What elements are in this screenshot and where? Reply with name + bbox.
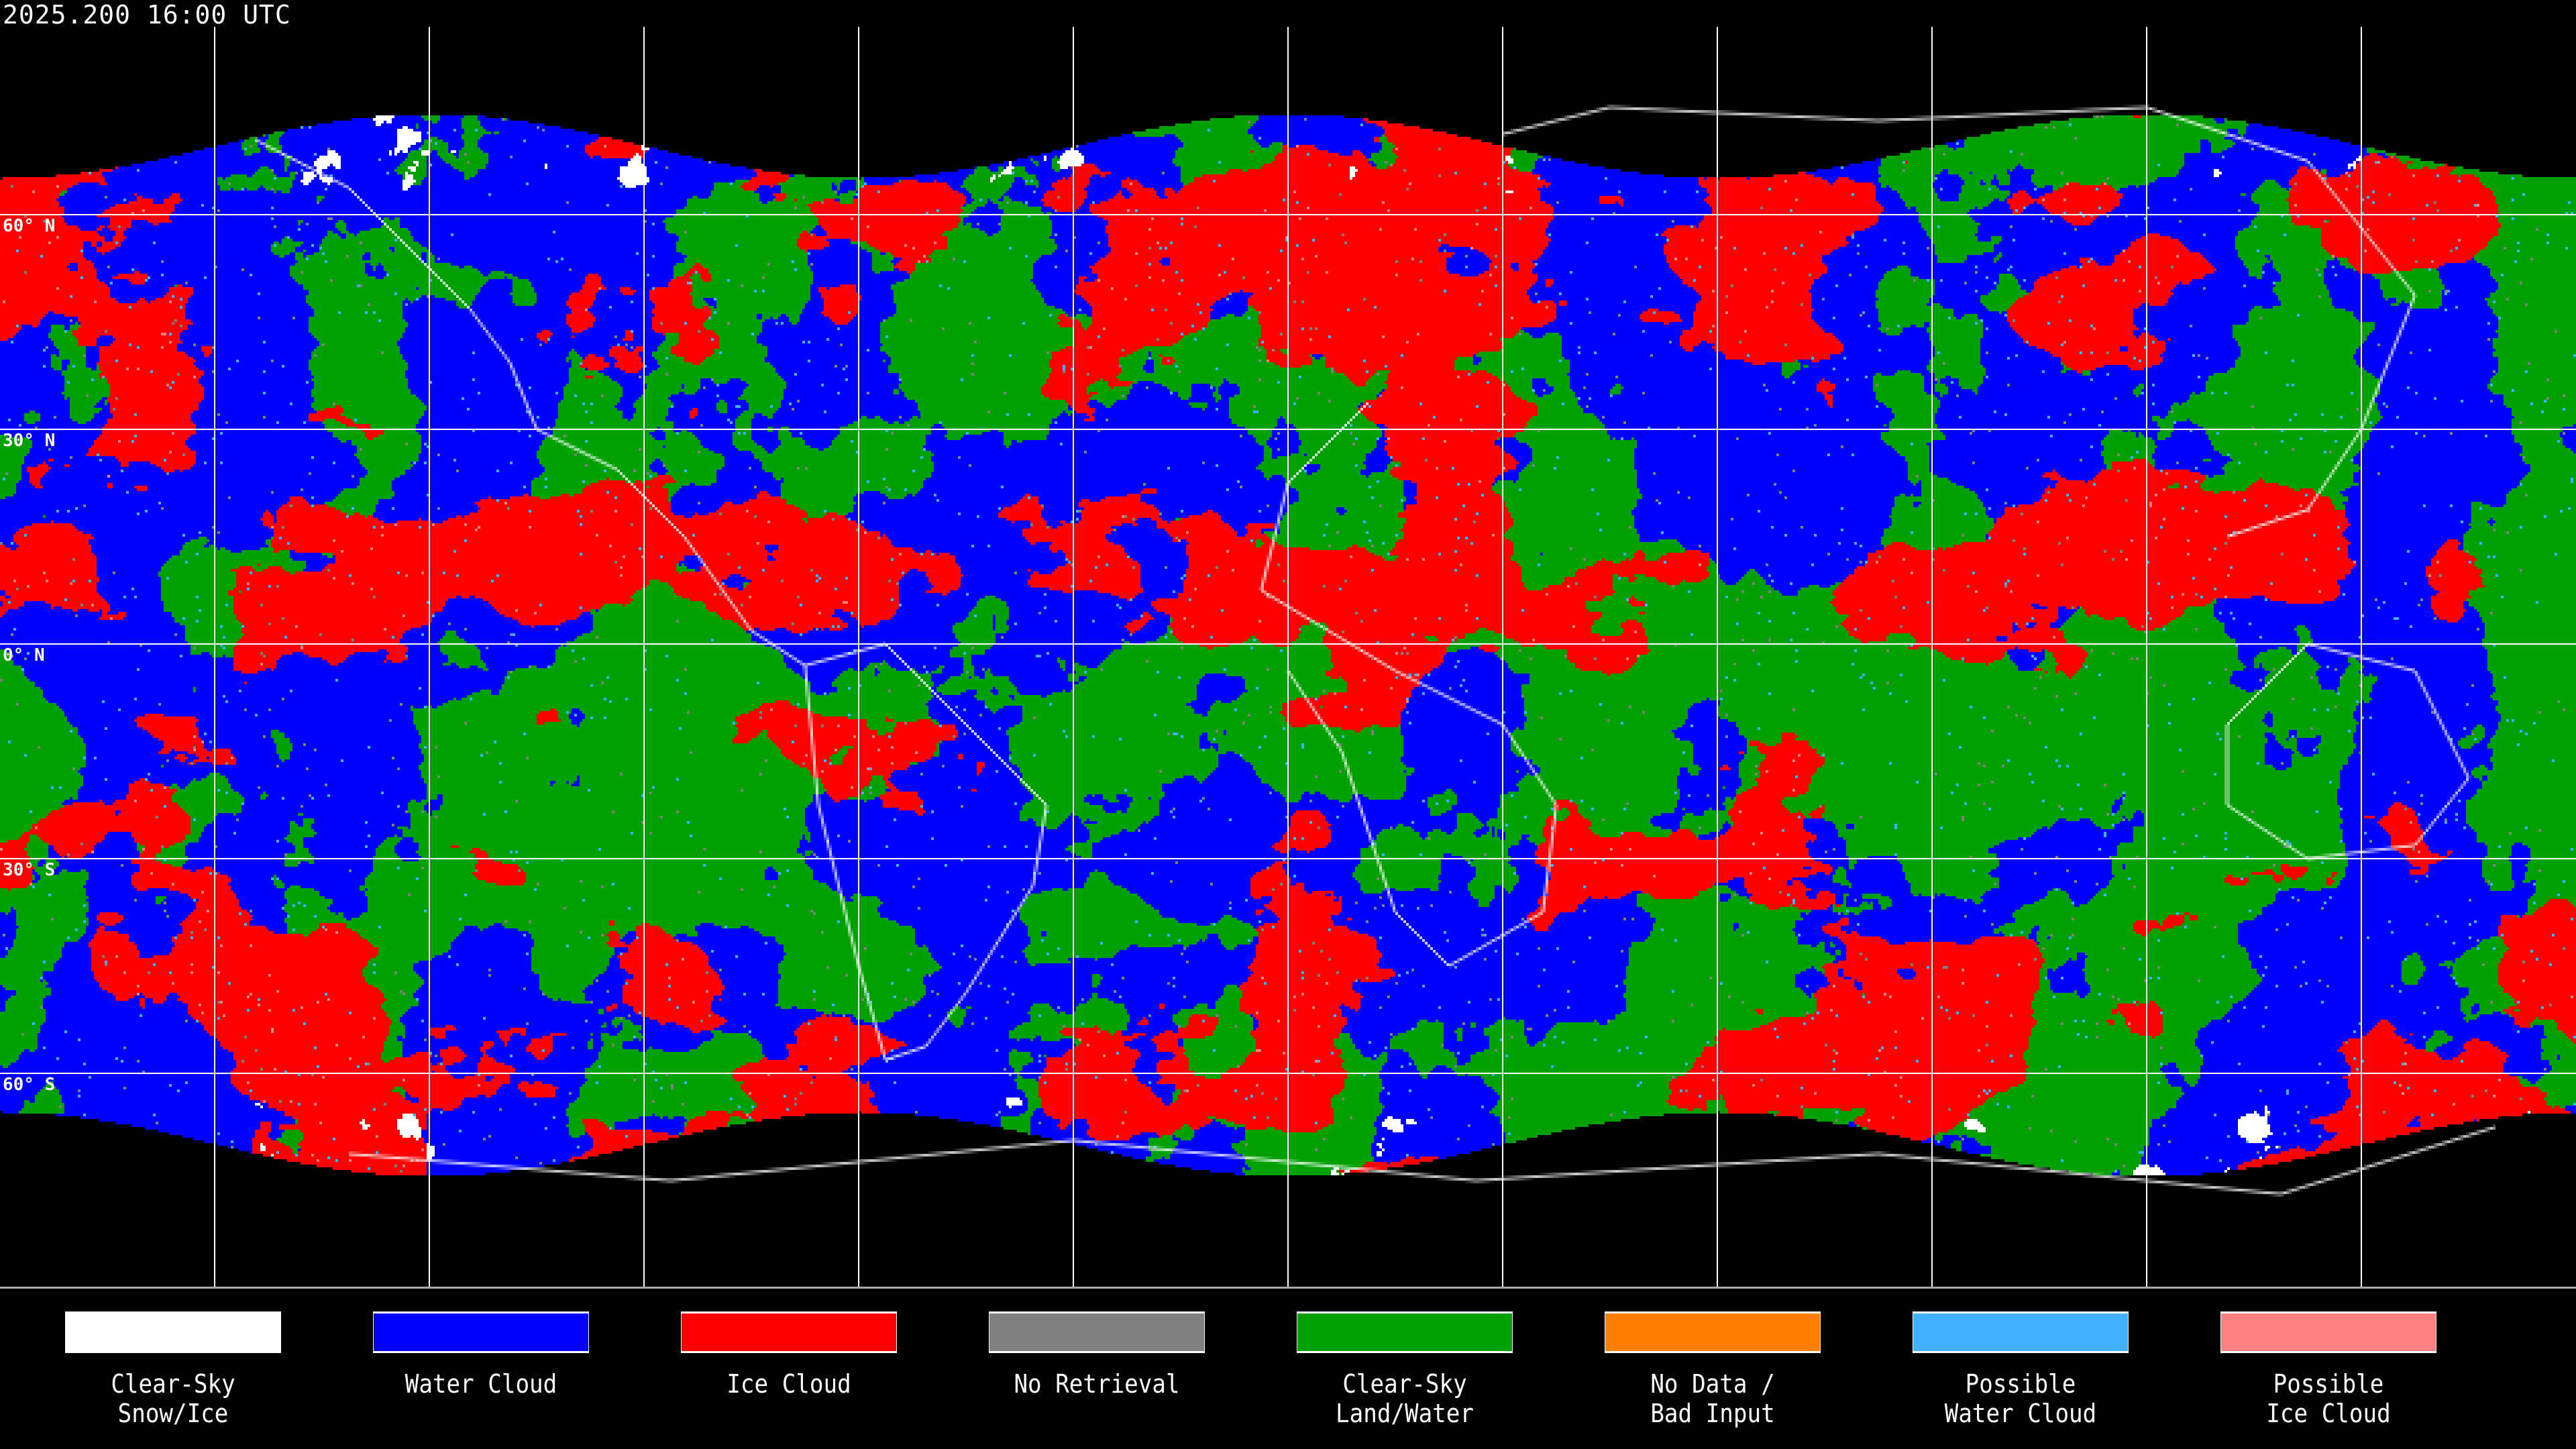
legend-swatch bbox=[373, 1311, 589, 1353]
graticule bbox=[0, 27, 2576, 1288]
legend-label: Possible Water Cloud bbox=[1944, 1369, 2097, 1428]
legend-swatch bbox=[989, 1311, 1205, 1353]
legend-label: No Data / Bad Input bbox=[1650, 1369, 1775, 1428]
legend-swatch bbox=[1297, 1311, 1513, 1353]
legend-swatch bbox=[1605, 1311, 1821, 1353]
legend-swatch bbox=[1913, 1311, 2129, 1353]
legend-item: Water Cloud bbox=[327, 1311, 635, 1399]
legend-label: Water Cloud bbox=[405, 1369, 557, 1399]
legend-divider bbox=[0, 1287, 2576, 1289]
lat-label-60s: 60° S bbox=[3, 1075, 56, 1095]
legend-label: No Retrieval bbox=[1014, 1369, 1180, 1399]
lat-label-60n: 60° N bbox=[3, 216, 56, 236]
legend-item: Ice Cloud bbox=[635, 1311, 943, 1399]
legend-item: Clear-Sky Land/Water bbox=[1250, 1311, 1559, 1428]
lat-label-30s: 30° S bbox=[3, 860, 56, 880]
legend-item: Possible Ice Cloud bbox=[2174, 1311, 2483, 1428]
legend-label: Clear-Sky Land/Water bbox=[1336, 1369, 1474, 1428]
legend-label: Clear-Sky Snow/Ice bbox=[111, 1369, 235, 1428]
legend-item: Clear-Sky Snow/Ice bbox=[19, 1311, 327, 1428]
legend-label: Possible Ice Cloud bbox=[2266, 1369, 2391, 1428]
legend-item: No Data / Bad Input bbox=[1558, 1311, 1867, 1428]
legend-swatch bbox=[65, 1311, 281, 1353]
legend: Clear-Sky Snow/Ice Water Cloud Ice Cloud No… bbox=[0, 1311, 2576, 1446]
timestamp-title: 2025.200 16:00 UTC bbox=[3, 0, 291, 30]
lat-label-30n: 30° N bbox=[3, 431, 56, 451]
legend-swatch bbox=[681, 1311, 897, 1353]
legend-item: No Retrieval bbox=[943, 1311, 1251, 1399]
legend-swatch bbox=[2220, 1311, 2436, 1353]
legend-label: Ice Cloud bbox=[727, 1369, 851, 1399]
lat-label-0n: 0° N bbox=[3, 645, 45, 665]
legend-item: Possible Water Cloud bbox=[1866, 1311, 2175, 1428]
